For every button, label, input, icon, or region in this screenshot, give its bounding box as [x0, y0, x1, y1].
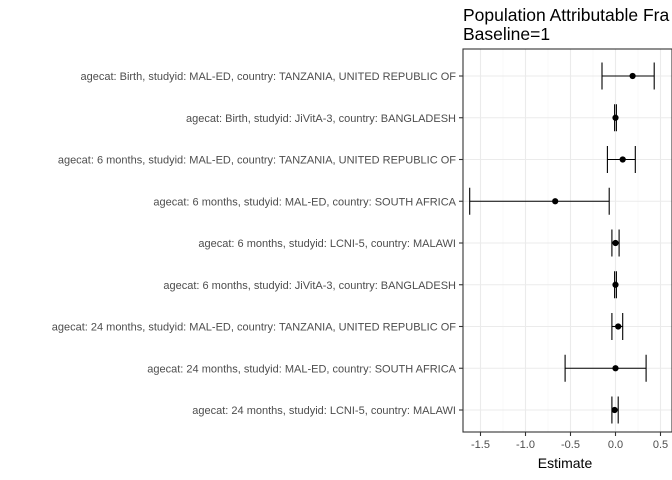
- estimate-point: [629, 72, 636, 80]
- x-tick-label: -1.5: [471, 439, 490, 451]
- y-tick-label: agecat: 24 months, studyid: MAL-ED, coun…: [52, 322, 457, 334]
- x-tick-label: -1.0: [516, 439, 535, 451]
- y-tick-label: agecat: 6 months, studyid: JiVitA-3, cou…: [163, 280, 456, 292]
- chart-title-line-2: Baseline=1: [463, 24, 550, 44]
- estimate-point: [615, 323, 622, 330]
- estimate-point: [552, 198, 559, 205]
- y-tick-label: agecat: 6 months, studyid: LCNI-5, count…: [198, 238, 456, 250]
- y-tick-label: agecat: 6 months, studyid: MAL-ED, count…: [58, 155, 456, 167]
- y-tick-label: agecat: 24 months, studyid: MAL-ED, coun…: [147, 363, 456, 375]
- x-tick-label: 0.0: [608, 439, 623, 451]
- estimate-point: [612, 114, 619, 121]
- x-axis-title: Estimate: [538, 455, 593, 471]
- y-tick-label: agecat: Birth, studyid: JiVitA-3, countr…: [186, 113, 456, 125]
- y-tick-label: agecat: 24 months, studyid: LCNI-5, coun…: [192, 405, 456, 417]
- x-tick-label: 0.5: [653, 439, 668, 451]
- y-tick-label: agecat: Birth, studyid: MAL-ED, country:…: [80, 71, 456, 83]
- chart-title-line-1: Population Attributable Fra: [463, 5, 670, 25]
- y-tick-label: agecat: 6 months, studyid: MAL-ED, count…: [153, 196, 456, 208]
- estimate-point: [612, 281, 619, 288]
- estimate-point: [612, 239, 619, 247]
- x-tick-label: -0.5: [561, 439, 580, 451]
- estimate-point: [619, 156, 626, 163]
- estimate-point: [612, 365, 619, 372]
- estimate-point: [611, 406, 618, 414]
- plot-panel: [462, 48, 672, 433]
